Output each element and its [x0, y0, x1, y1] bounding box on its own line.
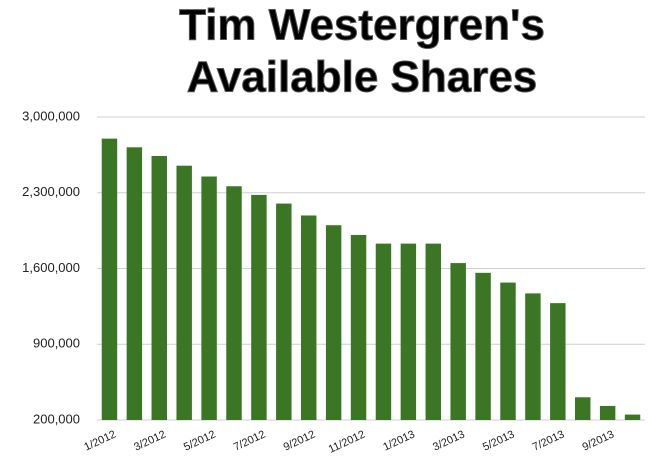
chart-title: Available Shares: [187, 53, 538, 102]
x-tick-label: 7/2013: [531, 428, 567, 453]
x-tick-label: 5/2013: [481, 428, 517, 453]
y-tick-label: 1,600,000: [22, 260, 80, 275]
bar: [350, 234, 367, 420]
x-tick-label: 9/2013: [581, 428, 617, 453]
bar: [301, 215, 317, 420]
bar: [101, 138, 118, 420]
bar: [525, 293, 541, 420]
x-tick-label: 5/2012: [182, 428, 218, 453]
bar: [425, 243, 441, 420]
y-tick-label: 900,000: [33, 336, 80, 351]
y-tick-label: 2,300,000: [22, 184, 80, 199]
x-tick-label: 1/2012: [82, 428, 118, 453]
bar: [276, 203, 292, 420]
x-tick-label: 1/2013: [381, 428, 417, 453]
bar: [176, 165, 192, 420]
x-tick-label: 3/2012: [132, 428, 168, 453]
bar: [500, 282, 516, 420]
bar: [550, 303, 566, 420]
bar: [151, 155, 167, 420]
bar: [575, 397, 591, 420]
bar: [400, 243, 417, 420]
x-tick-label: 7/2012: [232, 428, 268, 453]
chart-title: Tim Westergren's: [179, 1, 545, 50]
bar: [201, 176, 217, 420]
y-tick-label: 3,000,000: [22, 108, 80, 123]
x-tick-label: 9/2012: [282, 428, 318, 453]
x-tick-label: 11/2012: [327, 428, 367, 455]
bar: [599, 405, 616, 420]
bar: [226, 186, 242, 420]
bar: [126, 147, 143, 421]
bar: [475, 272, 491, 420]
bar: [450, 263, 466, 420]
x-tick-label: 3/2013: [431, 428, 467, 453]
bar: [325, 225, 342, 420]
bar: [251, 194, 267, 420]
bar: [624, 414, 641, 420]
bar: [375, 243, 392, 420]
y-tick-label: 200,000: [33, 411, 80, 426]
